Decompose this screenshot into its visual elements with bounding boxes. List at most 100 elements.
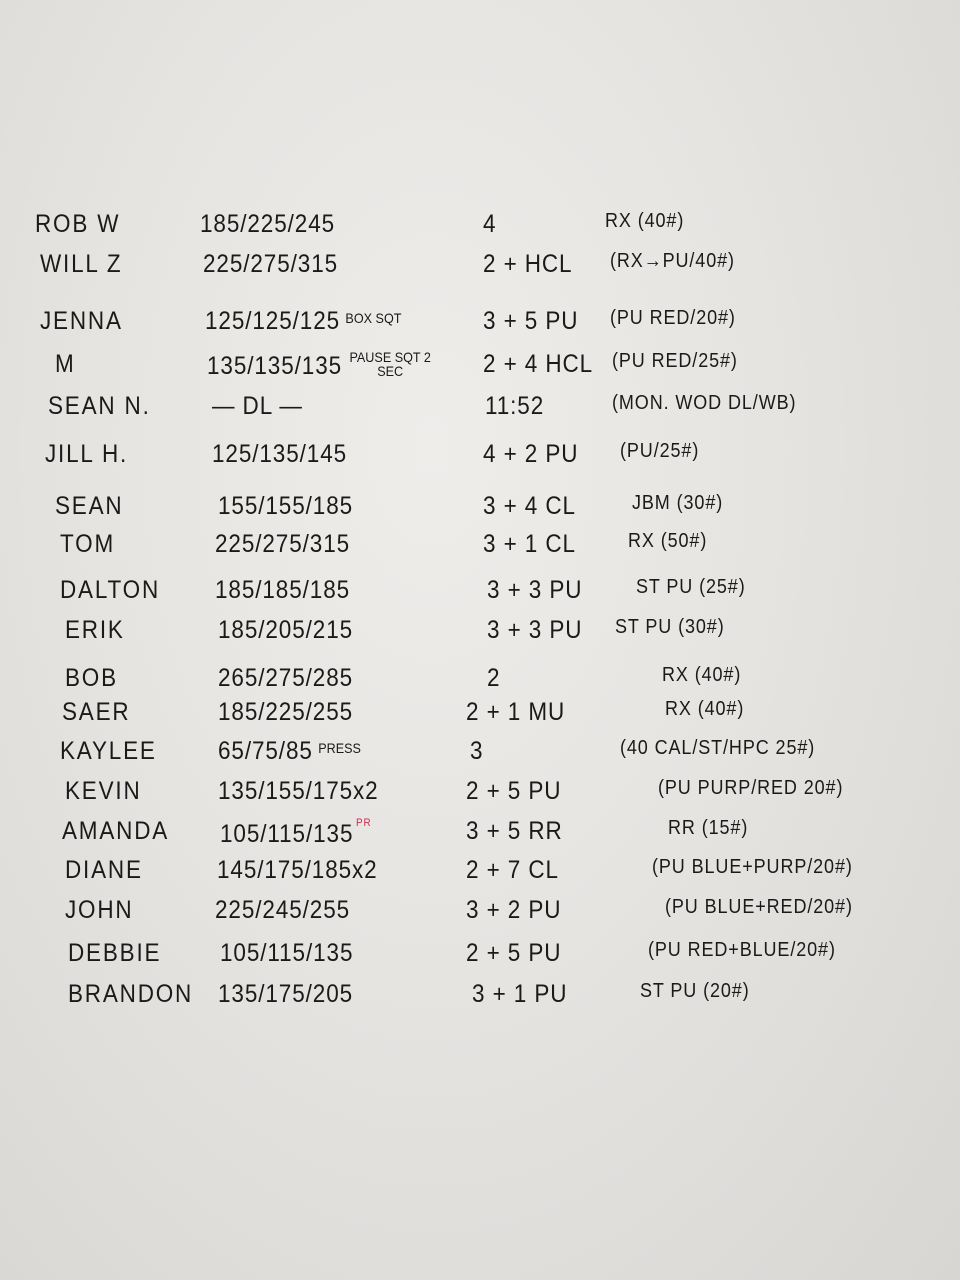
scaling-notes-text: (PU RED+BLUE/20#) (648, 939, 836, 961)
athlete-name: TOM (60, 530, 115, 559)
scaling-notes-text: ST PU (30#) (615, 616, 725, 638)
scaling-notes-text: (PU RED/25#) (612, 350, 738, 372)
lift-weights: 225/275/315 (215, 530, 350, 559)
wod-score-text: 4 (483, 210, 497, 238)
lift-weights: 185/225/255 (218, 698, 353, 727)
scaling-notes: (RX→PU/40#) (610, 250, 735, 273)
lift-weights-text: 125/125/125 (205, 307, 341, 335)
lift-weights-text: 135/155/175x2 (218, 777, 379, 805)
lift-weights-text: 185/225/245 (200, 210, 336, 238)
athlete-name: ROB W (35, 210, 120, 239)
scaling-notes-text: JBM (30#) (632, 492, 724, 514)
scaling-notes-text: (PU PURP/RED 20#) (658, 777, 844, 799)
board-row: BRANDON 135/175/205 3 + 1 PU ST PU (20#) (0, 980, 960, 1020)
board-row: JENNA 125/125/125 BOX SQT 3 + 5 PU (PU RED/2… (0, 307, 960, 347)
athlete-name: DALTON (60, 576, 160, 605)
wod-score-text: 3 + 1 PU (472, 980, 568, 1008)
scaling-notes-text: RR (15#) (668, 817, 749, 839)
athlete-name-text: KAYLEE (60, 737, 157, 765)
lift-weights: 225/275/315 (203, 250, 338, 279)
wod-score: 2 + 1 MU (466, 698, 565, 727)
athlete-name-text: AMANDA (62, 817, 170, 845)
lift-weights-text: 185/185/185 (215, 576, 351, 604)
athlete-name-text: DEBBIE (68, 939, 162, 967)
lift-weights-text: 225/275/315 (215, 530, 351, 558)
lift-weights: 125/125/125 BOX SQT (205, 307, 401, 336)
wod-score: 3 (470, 737, 483, 766)
wod-score-text: 3 + 3 PU (487, 576, 583, 604)
athlete-name: BOB (65, 664, 118, 693)
lift-weights-text: 135/135/135 (207, 352, 343, 380)
lift-weights: 185/185/185 (215, 576, 350, 605)
wod-score: 3 + 1 CL (483, 530, 576, 559)
scaling-notes: (PU PURP/RED 20#) (658, 777, 843, 800)
athlete-name: SEAN (55, 492, 123, 521)
athlete-name-text: BOB (65, 664, 118, 692)
lift-weights: 185/205/215 (218, 616, 353, 645)
lift-weights-text: 225/275/315 (203, 250, 339, 278)
athlete-name-text: DALTON (60, 576, 160, 604)
wod-score: 2 + 7 CL (466, 856, 559, 885)
scaling-notes-text: ST PU (20#) (640, 980, 750, 1002)
wod-score-text: 3 (470, 737, 484, 765)
lift-weights-text: 185/205/215 (218, 616, 354, 644)
scaling-notes: RX (50#) (628, 530, 707, 553)
scaling-notes: (PU/25#) (620, 440, 699, 463)
lift-weights: 135/155/175x2 (218, 777, 379, 806)
scaling-notes: RX (40#) (665, 698, 744, 721)
lift-weights-text: 185/225/255 (218, 698, 354, 726)
board-row: TOM 225/275/315 3 + 1 CL RX (50#) (0, 530, 960, 570)
wod-score: 2 + HCL (483, 250, 572, 279)
scaling-notes: (PU RED+BLUE/20#) (648, 939, 836, 962)
wod-score-text: 2 + HCL (483, 250, 573, 278)
board-row: KAYLEE 65/75/85 PRESS 3 (40 CAL/ST/HPC 25#) (0, 737, 960, 777)
wod-score-text: 3 + 1 CL (483, 530, 576, 558)
lift-weights-text: 155/155/185 (218, 492, 354, 520)
pr-badge: PR (356, 817, 372, 829)
lift-weights-text: — DL — (212, 392, 303, 420)
athlete-name-text: DIANE (65, 856, 143, 884)
athlete-name-text: ERIK (65, 616, 125, 644)
lift-weights: 135/175/205 (218, 980, 353, 1009)
scaling-notes-text: (PU BLUE+RED/20#) (665, 896, 853, 918)
scaling-notes: ST PU (25#) (636, 576, 746, 599)
wod-score: 2 (487, 664, 500, 693)
wod-score: 3 + 5 RR (466, 817, 563, 846)
board-row: JOHN 225/245/255 3 + 2 PU (PU BLUE+RED/20#) (0, 896, 960, 936)
athlete-name-text: ROB W (35, 210, 121, 238)
scaling-notes-text: RX (50#) (628, 530, 708, 552)
athlete-name: M (55, 350, 76, 379)
scaling-notes: (40 CAL/ST/HPC 25#) (620, 737, 815, 760)
scaling-notes-text: RX (40#) (605, 210, 685, 232)
lift-weights: 105/115/135 PR (220, 817, 372, 849)
wod-score: 11:52 (485, 392, 544, 421)
athlete-name: AMANDA (62, 817, 169, 846)
athlete-name-text: JILL H. (45, 440, 129, 468)
athlete-name: KAYLEE (60, 737, 157, 766)
wod-score-text: 3 + 5 PU (483, 307, 579, 335)
wod-score-text: 3 + 5 RR (466, 817, 563, 845)
athlete-name: JENNA (40, 307, 123, 336)
wod-score: 2 + 5 PU (466, 939, 561, 968)
board-row: BOB 265/275/285 2 RX (40#) (0, 664, 960, 704)
scaling-notes: (PU BLUE+RED/20#) (665, 896, 853, 919)
athlete-name-text: M (55, 350, 76, 378)
athlete-name-text: SAER (62, 698, 131, 726)
board-row: KEVIN 135/155/175x2 2 + 5 PU (PU PURP/RED 2… (0, 777, 960, 817)
lift-note: PAUSE SQT 2 SEC (349, 349, 431, 379)
lift-weights-text: 225/245/255 (215, 896, 351, 924)
athlete-name-text: TOM (60, 530, 115, 558)
wod-score: 4 + 2 PU (483, 440, 578, 469)
scaling-notes: RX (40#) (605, 210, 684, 233)
lift-weights: 145/175/185x2 (217, 856, 378, 885)
wod-score-text: 2 + 5 PU (466, 939, 562, 967)
scaling-notes: JBM (30#) (632, 492, 723, 515)
wod-score: 3 + 4 CL (483, 492, 576, 521)
board-row: DALTON 185/185/185 3 + 3 PU ST PU (25#) (0, 576, 960, 616)
lift-weights-text: 145/175/185x2 (217, 856, 378, 884)
athlete-name: DEBBIE (68, 939, 161, 968)
lift-weights: 65/75/85 PRESS (218, 737, 361, 766)
athlete-name: SEAN N. (48, 392, 151, 421)
athlete-name-text: SEAN (55, 492, 124, 520)
scaling-notes-text: RX (40#) (665, 698, 745, 720)
